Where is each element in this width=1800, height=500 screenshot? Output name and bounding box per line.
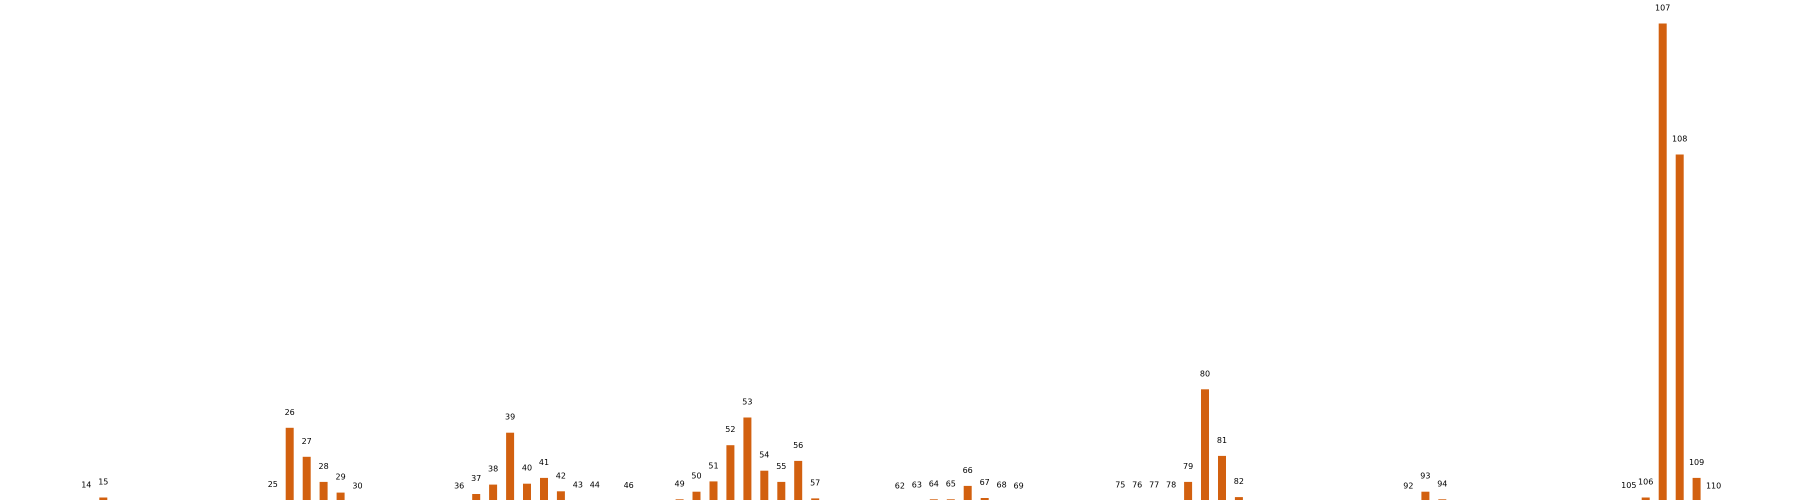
bar-53 xyxy=(743,417,752,500)
bar-label-25: 25 xyxy=(268,480,278,489)
bar-50 xyxy=(692,491,701,500)
bar-79 xyxy=(1184,481,1193,500)
bar-label-106: 106 xyxy=(1638,478,1653,487)
bar-55 xyxy=(777,481,786,500)
bar-label-78: 78 xyxy=(1166,481,1176,490)
bar-41 xyxy=(540,477,548,500)
bar-label-41: 41 xyxy=(539,458,549,467)
bar-labels-group: 14 15 25 26 27 28 29 30 36 37 38 39 40 41 42 43 44 46 49 50… xyxy=(81,4,1721,491)
bar-28 xyxy=(319,481,328,500)
bar-label-79: 79 xyxy=(1183,462,1193,471)
bar-81 xyxy=(1218,455,1226,500)
bar-label-49: 49 xyxy=(675,479,685,488)
bar-93 xyxy=(1421,491,1430,500)
bar-54 xyxy=(760,470,769,500)
bar-label-27: 27 xyxy=(302,437,312,446)
bar-label-53: 53 xyxy=(742,398,752,407)
bar-42 xyxy=(556,491,565,500)
bar-label-57: 57 xyxy=(810,478,820,487)
bar-label-94: 94 xyxy=(1437,479,1447,488)
bar-label-37: 37 xyxy=(471,474,481,483)
bar-38 xyxy=(489,484,498,500)
bar-109 xyxy=(1692,477,1701,500)
bar-26 xyxy=(285,427,294,500)
bar-label-75: 75 xyxy=(1115,481,1125,490)
bar-106 xyxy=(1641,497,1650,500)
bar-39 xyxy=(506,432,515,500)
bar-label-82: 82 xyxy=(1234,477,1244,486)
bar-label-46: 46 xyxy=(624,481,634,490)
bar-label-63: 63 xyxy=(912,481,922,490)
bar-label-62: 62 xyxy=(895,482,905,491)
bar-label-77: 77 xyxy=(1149,481,1159,490)
bar-label-36: 36 xyxy=(454,482,464,491)
bar-label-26: 26 xyxy=(285,408,295,417)
bar-29 xyxy=(336,492,345,500)
bar-108 xyxy=(1675,154,1684,500)
bar-40 xyxy=(523,483,531,500)
bar-label-65: 65 xyxy=(946,479,956,488)
bar-label-64: 64 xyxy=(929,479,939,488)
bar-51 xyxy=(709,481,718,500)
bar-label-76: 76 xyxy=(1132,481,1142,490)
bar-label-92: 92 xyxy=(1403,482,1413,491)
bar-label-107: 107 xyxy=(1655,4,1670,13)
bar-label-42: 42 xyxy=(556,471,566,480)
bar-label-109: 109 xyxy=(1689,458,1704,467)
bar-67 xyxy=(980,498,989,500)
bar-label-29: 29 xyxy=(336,473,346,482)
bar-label-14: 14 xyxy=(81,481,91,490)
bar-label-56: 56 xyxy=(793,441,803,450)
bar-label-51: 51 xyxy=(708,461,718,470)
bar-label-93: 93 xyxy=(1420,472,1430,481)
bar-label-44: 44 xyxy=(590,481,600,490)
bar-107 xyxy=(1658,23,1667,500)
bars-group xyxy=(99,23,1701,500)
bar-label-40: 40 xyxy=(522,464,532,473)
bar-label-28: 28 xyxy=(319,462,329,471)
bar-52 xyxy=(726,445,735,500)
bar-label-54: 54 xyxy=(759,451,769,460)
bar-label-81: 81 xyxy=(1217,436,1227,445)
bar-label-50: 50 xyxy=(691,472,701,481)
bar-label-68: 68 xyxy=(997,481,1007,490)
bar-27 xyxy=(302,456,311,500)
bar-label-108: 108 xyxy=(1672,135,1687,144)
bar-15 xyxy=(99,497,108,500)
bar-label-67: 67 xyxy=(980,478,990,487)
bar-label-15: 15 xyxy=(98,478,108,487)
bar-label-105: 105 xyxy=(1621,481,1636,490)
bar-label-30: 30 xyxy=(352,482,362,491)
bar-label-55: 55 xyxy=(776,462,786,471)
bar-56 xyxy=(794,460,803,500)
bar-80 xyxy=(1201,389,1209,500)
bar-label-80: 80 xyxy=(1200,369,1210,378)
bar-label-39: 39 xyxy=(505,413,515,422)
bar-label-43: 43 xyxy=(573,481,583,490)
bar-label-52: 52 xyxy=(725,425,735,434)
bar-label-66: 66 xyxy=(963,466,973,475)
bar-label-38: 38 xyxy=(488,465,498,474)
bar-57 xyxy=(811,498,820,500)
bar-37 xyxy=(472,494,481,500)
bar-66 xyxy=(963,485,972,500)
bar-label-110: 110 xyxy=(1706,482,1721,491)
bar-82 xyxy=(1234,497,1243,500)
bar-label-69: 69 xyxy=(1014,482,1024,491)
